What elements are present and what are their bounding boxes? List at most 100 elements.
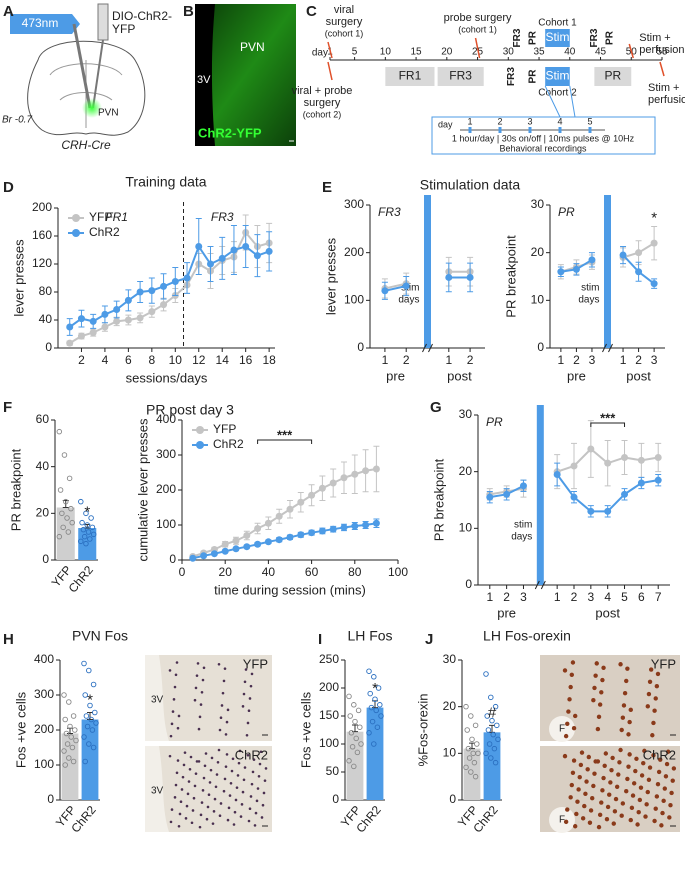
x-tick-label: 5: [621, 590, 628, 604]
significance-label: ***: [600, 410, 616, 425]
data-point: [124, 296, 132, 304]
x-tick-label: 40: [262, 565, 276, 579]
y-axis-label: lever presses: [11, 239, 26, 317]
stained-cell: [188, 767, 192, 771]
data-point: [362, 467, 370, 475]
stained-cell: [617, 760, 622, 765]
micrograph-region: 3V: [151, 786, 164, 797]
y-tick-label: 0: [465, 577, 472, 591]
data-dot: [469, 736, 475, 743]
data-dot: [372, 696, 378, 702]
chart-title: PR post day 3: [146, 402, 234, 418]
stained-cell: [194, 686, 198, 690]
stained-cell: [182, 763, 186, 767]
timeline-tick-label: 10: [380, 47, 392, 58]
stained-cell: [203, 764, 207, 768]
data-dot: [57, 487, 64, 493]
data-point: [160, 301, 168, 309]
data-dot: [88, 515, 94, 521]
stained-cell: [209, 768, 213, 772]
x-tick-label: 2: [78, 353, 85, 367]
data-point: [101, 310, 109, 318]
stained-cell: [627, 752, 632, 757]
inset-tick-label: 1: [467, 116, 472, 126]
stained-cell: [624, 678, 629, 684]
data-dot: [351, 763, 357, 770]
event-label: viral + probe: [292, 85, 353, 97]
inset-caption: Behavioral recordings: [499, 143, 587, 153]
data-dot: [377, 702, 383, 708]
x-tick-label: 60: [305, 565, 319, 579]
data-dot: [88, 716, 94, 723]
event-label: viral: [334, 4, 354, 16]
data-dot: [357, 724, 363, 730]
stained-cell: [654, 794, 660, 799]
data-point: [318, 484, 326, 492]
y-tick-label: 20: [459, 464, 473, 478]
data-point: [570, 462, 578, 470]
series-line: [69, 244, 270, 328]
y-tick-label: 250: [319, 652, 339, 666]
stained-cell: [600, 677, 605, 683]
stained-cell: [199, 703, 203, 706]
stained-cell: [236, 774, 240, 777]
stained-cell: [563, 819, 569, 825]
data-dot: [492, 703, 499, 710]
bar: [56, 507, 75, 560]
data-dot: [90, 531, 97, 538]
stained-cell: [248, 807, 252, 811]
data-dot: [60, 524, 66, 531]
timeline-block-label: Stim: [545, 30, 569, 44]
panel-label: D: [3, 179, 14, 196]
data-dot: [464, 727, 470, 733]
stained-cell: [570, 770, 576, 775]
timeline-phase-label: PR: [528, 30, 539, 45]
data-dot: [349, 744, 356, 750]
group-label: pre: [386, 368, 405, 383]
break-label: stim: [581, 283, 599, 294]
y-tick-label: 0: [45, 340, 52, 354]
stained-cell: [565, 807, 570, 812]
data-dot: [374, 724, 381, 730]
data-dot: [471, 759, 478, 766]
group-label: pre: [567, 368, 586, 383]
stained-cell: [232, 823, 236, 826]
data-dot: [92, 709, 98, 716]
stained-cell: [220, 704, 224, 707]
timeline-tick-label: 45: [595, 47, 607, 58]
stained-cell: [176, 726, 180, 730]
stained-cell: [200, 801, 204, 804]
y-tick-label: 30: [531, 197, 545, 211]
y-tick-label: 100: [344, 293, 364, 307]
stained-cell: [204, 752, 208, 755]
stained-cell: [601, 665, 606, 670]
event-label: Stim +: [648, 82, 679, 94]
x-axis-label: time during session (mins): [214, 582, 366, 597]
data-point: [124, 316, 132, 324]
data-dot: [86, 741, 92, 747]
stained-cell: [605, 804, 611, 810]
y-tick-label: 0: [47, 792, 54, 806]
data-point: [587, 507, 595, 515]
stained-cell: [663, 774, 669, 779]
inset-tick: [588, 127, 592, 133]
stained-cell: [642, 748, 647, 754]
stained-cell: [174, 673, 178, 677]
stained-cell: [219, 716, 223, 720]
data-point: [253, 252, 261, 260]
stained-cell: [244, 668, 248, 671]
x-tick-label: 3: [651, 353, 658, 367]
data-dot: [86, 667, 92, 674]
stained-cell: [611, 821, 616, 826]
stained-cell: [610, 755, 615, 761]
stained-cell: [656, 769, 662, 775]
data-point: [113, 306, 121, 313]
stained-cell: [173, 796, 177, 799]
stained-cell: [191, 809, 195, 812]
stained-cell: [201, 789, 205, 792]
data-point: [650, 280, 658, 288]
stained-cell: [620, 715, 626, 720]
stained-cell: [231, 757, 235, 761]
stim-bar: [424, 195, 431, 348]
